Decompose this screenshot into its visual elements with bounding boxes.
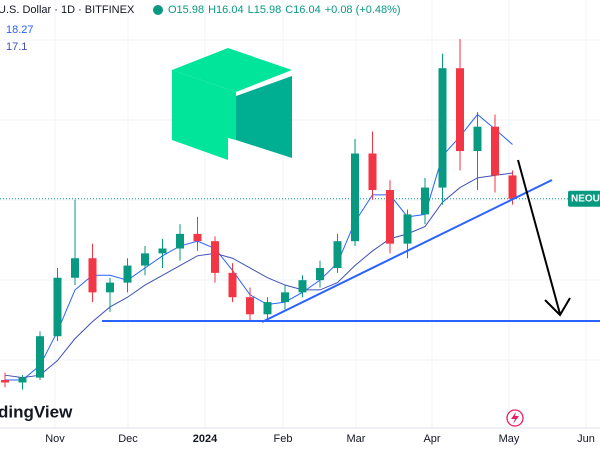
- candle-body: [53, 277, 62, 337]
- candle-body: [298, 280, 307, 293]
- x-tick-label: Jun: [577, 433, 595, 445]
- moving-average: [4, 172, 513, 379]
- candle-body: [456, 68, 464, 152]
- x-tick-label: May: [499, 433, 520, 445]
- watermark: dingView: [0, 402, 73, 421]
- candle-body: [106, 282, 114, 293]
- candle-body: [71, 258, 79, 278]
- status-dot: [153, 5, 163, 15]
- ohlc-value: L15.98: [248, 4, 282, 16]
- candle-body: [333, 241, 342, 268]
- candle-body: [193, 233, 202, 242]
- trend-line: [261, 179, 553, 323]
- arrow-head: [544, 297, 571, 317]
- x-tick-label: Feb: [274, 433, 293, 445]
- candle-body: [473, 126, 482, 152]
- symbol-label-box: [568, 190, 600, 207]
- candle-body: [123, 265, 132, 283]
- x-axis: Nov Dec 2024 Feb Mar Apr May Jun: [45, 433, 595, 445]
- candle-body: [263, 302, 272, 315]
- candle-body: [88, 258, 97, 293]
- ohlc-value: +0.08 (+0.48%): [325, 4, 401, 16]
- candle-body: [386, 190, 394, 244]
- candle-body: [36, 336, 44, 378]
- candle-body: [281, 292, 289, 303]
- event-icon: [506, 409, 524, 427]
- candle-body: [246, 297, 254, 315]
- ohlc-value: O15.98: [168, 4, 204, 16]
- plot: NEOUSD: [0, 38, 600, 390]
- ohlc-value: C16.04: [285, 4, 320, 16]
- ma-legend-value: 17.1: [6, 41, 27, 53]
- neo-logo: [172, 48, 292, 160]
- ma-legend-value: 18.27: [6, 24, 34, 36]
- chart-title: U.S. Dollar · 1D · BITFINEX: [0, 4, 135, 16]
- x-tick-label: 2024: [193, 433, 218, 445]
- candle-body: [176, 233, 184, 249]
- candle-body: [403, 214, 412, 244]
- candle-body: [508, 175, 517, 199]
- candle-body: [421, 187, 429, 215]
- candle-body: [316, 267, 324, 281]
- x-tick-label: Apr: [423, 433, 440, 445]
- symbol-label: NEOUSD: [571, 193, 600, 204]
- arrow-shaft: [517, 159, 561, 315]
- candle-body: [141, 253, 149, 266]
- candle-body: [351, 153, 359, 242]
- candle-body: [438, 68, 447, 188]
- candle-body: [1, 380, 9, 383]
- x-tick-label: Nov: [45, 433, 65, 445]
- x-tick-label: Dec: [118, 433, 138, 445]
- candle-body: [18, 377, 27, 383]
- candle-body: [211, 241, 219, 273]
- candle-body: [228, 272, 237, 298]
- candle-body: [491, 126, 499, 176]
- ohlc-readout: O15.98 H16.04 L15.98 C16.04 +0.08 (+0.48%): [168, 4, 401, 16]
- candle-body: [158, 248, 167, 254]
- ohlc-value: H16.04: [208, 4, 243, 16]
- x-tick-label: Mar: [347, 433, 366, 445]
- candle-body: [368, 153, 377, 191]
